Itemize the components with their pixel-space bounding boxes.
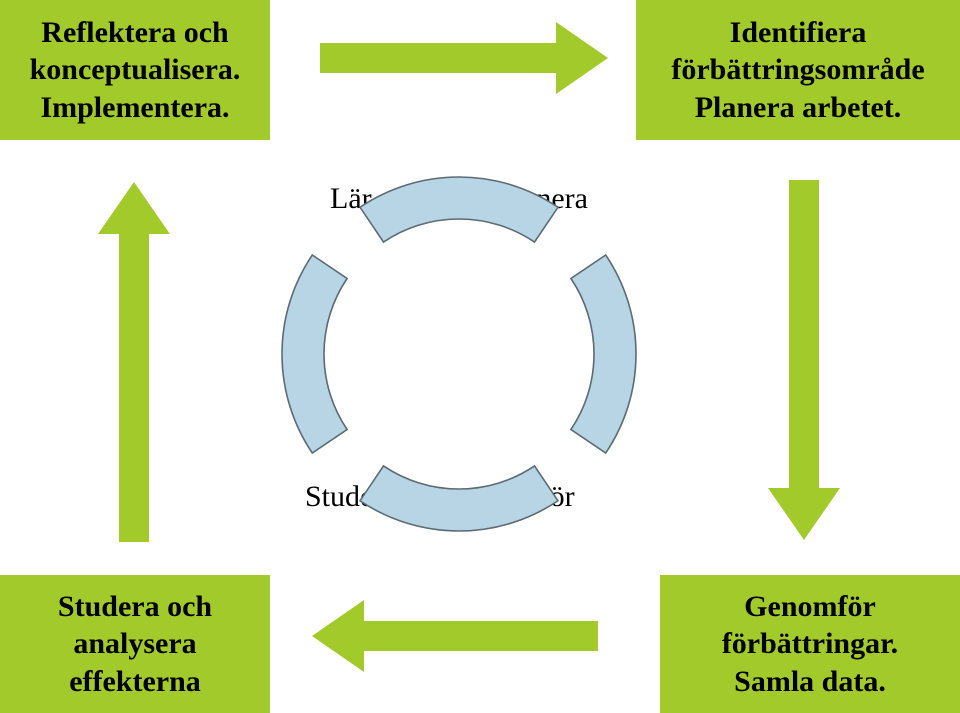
diagram-stage: Reflektera och konceptualisera. Implemen… [0,0,960,713]
arrow-top [320,22,608,94]
arc-bottom [360,466,558,531]
arc-right [571,255,636,453]
arrow-bottom [312,600,598,672]
diagram-svg [0,0,960,713]
arc-top [360,177,558,242]
arrow-right [768,180,840,540]
arc-left [282,255,347,453]
arrow-left [98,182,170,542]
